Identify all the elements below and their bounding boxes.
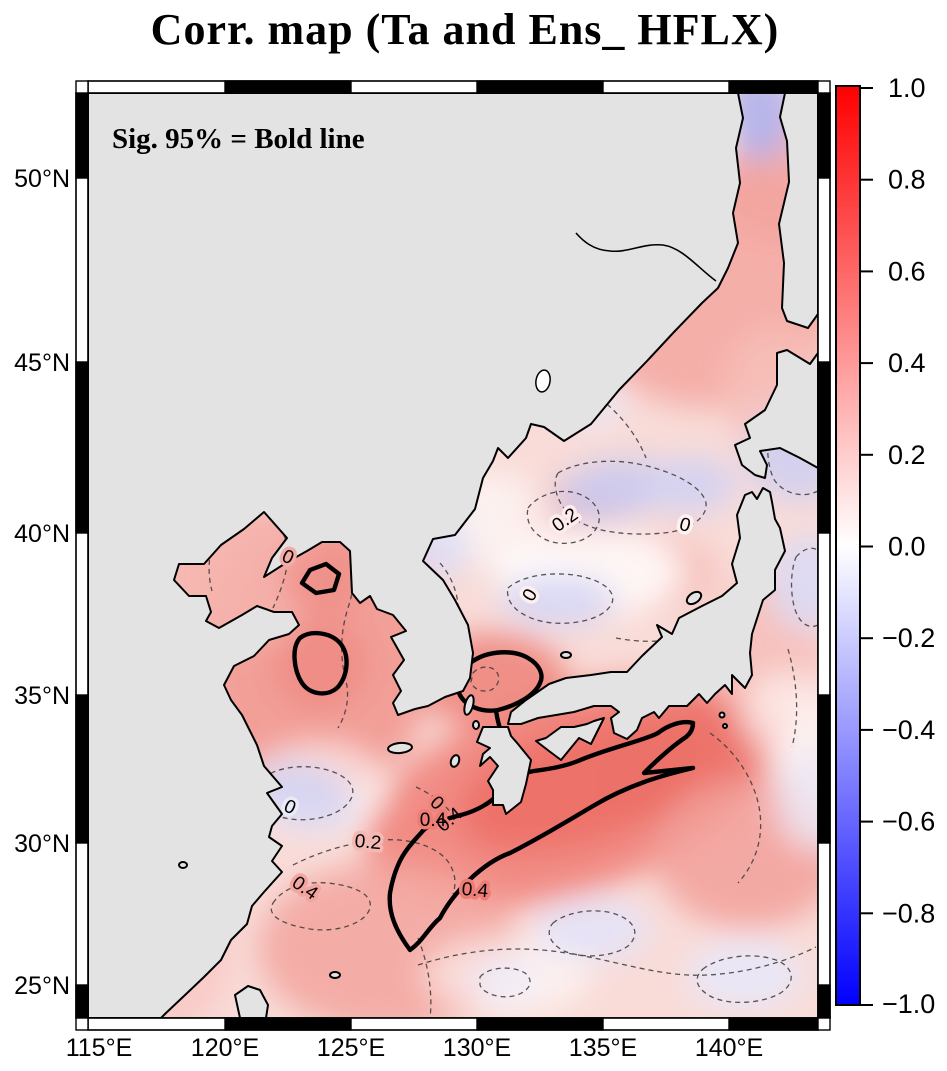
land-mask [88, 93, 818, 1018]
frame-top-band [87, 80, 819, 94]
colorbar: 1.0 0.8 0.6 0.4 0.2 0.0 −0.2 −0.4 −0.6 −… [835, 73, 935, 1019]
colorbar-tick-label: −0.8 [882, 898, 935, 928]
frame-corner [817, 1017, 831, 1031]
frame-corner [75, 80, 89, 94]
lake-khanka [535, 369, 551, 393]
frame-right-band [817, 92, 831, 1019]
land-mainland-asia [88, 93, 744, 1018]
frame-corner [817, 80, 831, 94]
lon-tick-label: 120°E [191, 1034, 259, 1062]
island-tsushima [463, 694, 475, 716]
contour-label: 0.4 [420, 810, 447, 831]
lon-tick-label: 125°E [317, 1034, 385, 1062]
lat-tick-label: 25°N [14, 972, 70, 1000]
lat-tick-label: 50°N [14, 165, 70, 193]
island-oki [560, 651, 572, 659]
colorbar-tick-label: −0.2 [882, 623, 935, 653]
lon-tick-label: 130°E [443, 1034, 511, 1062]
river-amur [575, 232, 717, 282]
colorbar-tick-label: 0.8 [888, 165, 926, 195]
lat-tick-label: 30°N [14, 830, 70, 858]
island-sado [685, 590, 703, 606]
lat-tick-label: 45°N [14, 349, 70, 377]
land-kyushu [476, 726, 532, 815]
island-jeju [387, 741, 413, 755]
frame-bottom-band [87, 1017, 819, 1031]
land-honshu [507, 487, 786, 740]
colorbar-tick-label: 1.0 [888, 73, 926, 103]
colorbar-tick-label: −1.0 [882, 989, 935, 1019]
island-coastal-islet-1 [329, 971, 341, 979]
colorbar-labels: 1.0 0.8 0.6 0.4 0.2 0.0 −0.2 −0.4 −0.6 −… [882, 73, 935, 1019]
colorbar-tick-label: 0.6 [888, 256, 926, 286]
land-shikoku [535, 717, 605, 761]
island-izu-2 [722, 723, 728, 729]
lat-tick-label: 40°N [14, 520, 70, 548]
contour-label: 0.2 [354, 831, 382, 854]
colorbar-tick-label: −0.6 [882, 807, 935, 837]
island-goto [449, 754, 461, 768]
frame-left-band [75, 92, 89, 1019]
latitude-axis: 50°N 45°N 40°N 35°N 30°N 25°N [14, 165, 70, 1000]
colorbar-ticks [860, 87, 873, 1006]
lon-tick-label: 140°E [695, 1034, 763, 1062]
significance-annotation: Sig. 95% = Bold line [112, 123, 365, 155]
colorbar-tick-label: 0.2 [888, 440, 926, 470]
island-taiwan-tip [234, 985, 269, 1018]
island-izu-1 [718, 711, 726, 719]
colorbar-tick-label: 0.0 [888, 532, 926, 562]
colorbar-gradient [835, 85, 861, 1006]
frame-corner [75, 1017, 89, 1031]
map-frame [75, 80, 831, 1031]
longitude-axis: 115°E 120°E 125°E 130°E 135°E 140°E [66, 1034, 763, 1062]
map-area: 0.2 0 0 0 0 0.2 0.4 0 0.4 0.4 0.4 Sig. 9… [87, 92, 819, 1019]
land-sakhalin [778, 93, 818, 329]
colorbar-tick-label: 0.4 [888, 348, 926, 378]
land-hokkaido [734, 349, 818, 479]
lon-tick-label: 115°E [66, 1034, 133, 1062]
chart-title: Corr. map (Ta and Ens_ HFLX) [150, 5, 780, 54]
lon-tick-label: 135°E [569, 1034, 637, 1062]
lat-tick-label: 35°N [14, 682, 70, 710]
contour-label: 0.4 [461, 879, 490, 902]
colorbar-tick-label: −0.4 [882, 715, 935, 745]
island-iki [472, 720, 480, 730]
island-coastal-islet-2 [178, 861, 188, 869]
